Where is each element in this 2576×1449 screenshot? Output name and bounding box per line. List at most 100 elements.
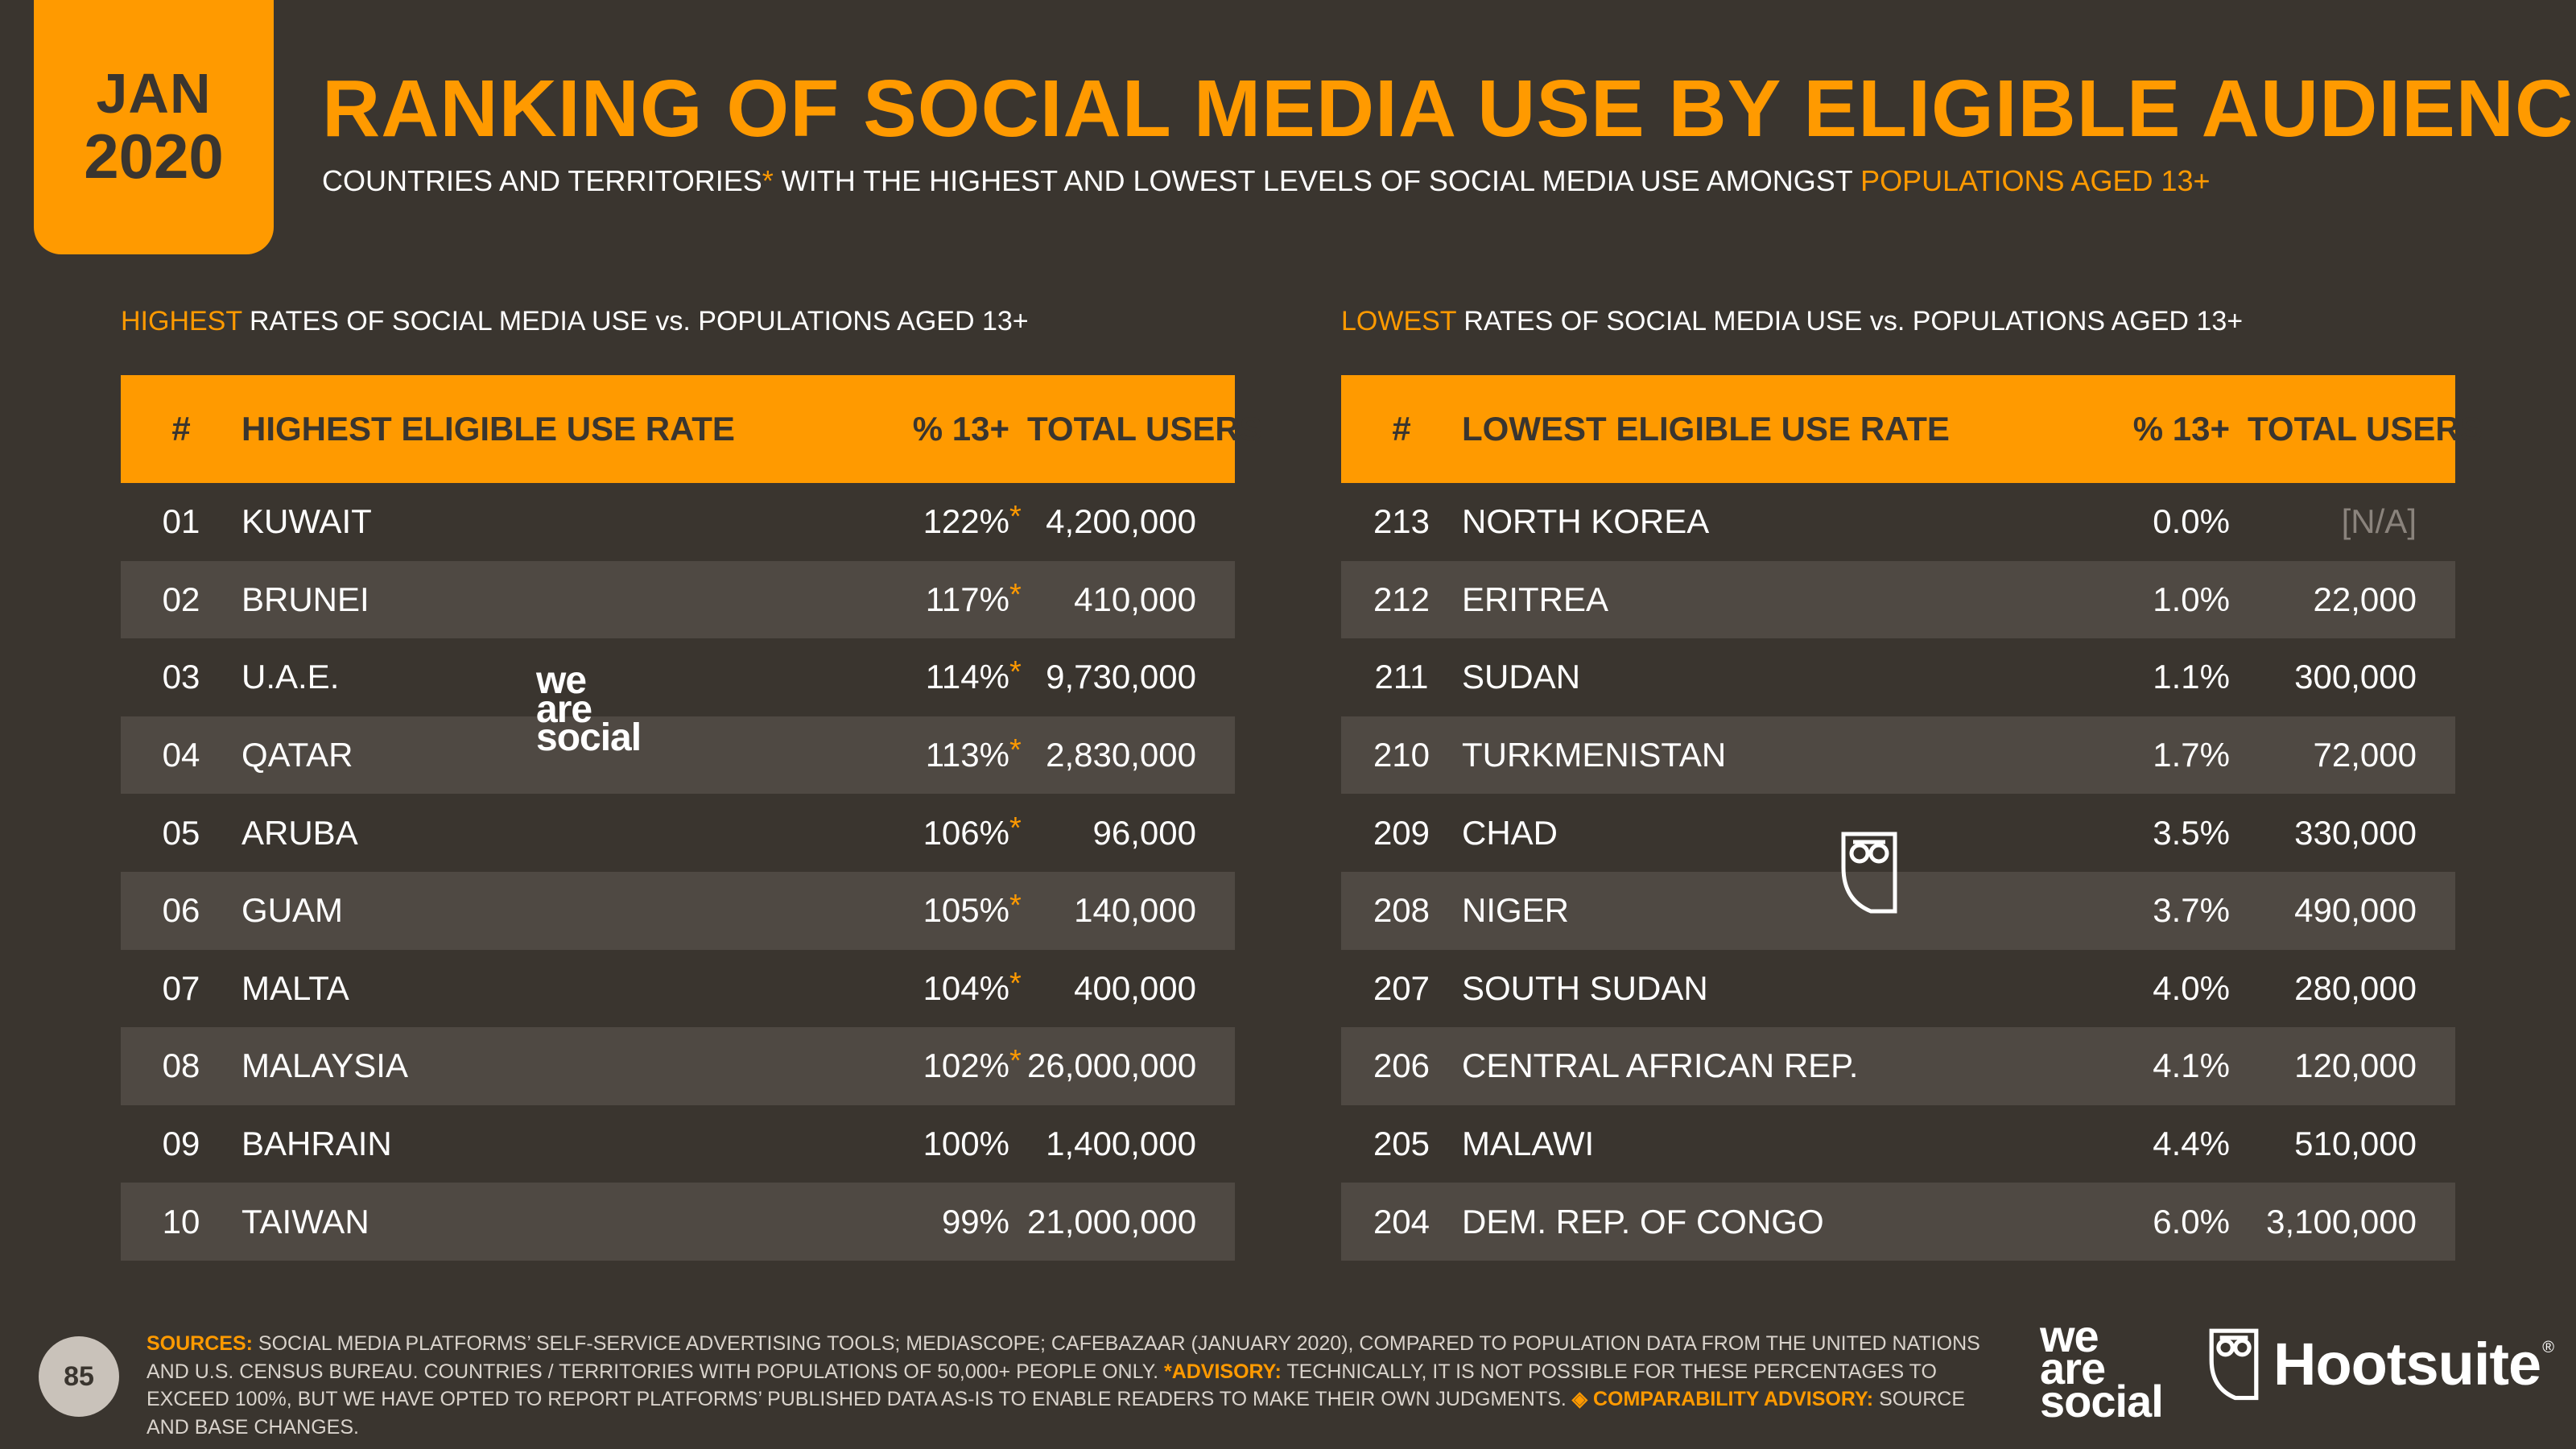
row-total-users: 280,000 [2294, 968, 2417, 1007]
row-country: TAIWAN [242, 1202, 369, 1241]
highest-section-title: HIGHEST RATES OF SOCIAL MEDIA USE vs. PO… [121, 306, 1029, 337]
highest-section-lead: HIGHEST [121, 306, 242, 336]
header-total: TOTAL USERS [2248, 410, 2483, 448]
header-pct: % 13+ [2132, 410, 2230, 448]
table-row: 211 SUDAN 1.1% 300,000 [1341, 638, 2455, 716]
row-total-users: 1,400,000 [1046, 1125, 1196, 1163]
row-rank: 206 [1373, 1046, 1430, 1085]
row-rank: 204 [1373, 1202, 1430, 1241]
row-rank: 04 [162, 736, 200, 774]
row-rank: 209 [1373, 813, 1430, 852]
row-country: GUAM [242, 891, 343, 930]
row-pct: 99% [941, 1202, 1009, 1241]
sources-label: SOURCES: [147, 1332, 253, 1355]
row-total-users: 4,200,000 [1046, 502, 1196, 541]
header-total: TOTAL USERS [1027, 410, 1262, 448]
table-row: 206 CENTRAL AFRICAN REP. 4.1% 120,000 [1341, 1027, 2455, 1105]
row-pct: 114% [925, 658, 1009, 696]
row-rank: 211 [1374, 658, 1429, 696]
row-pct-cell: 114%* [789, 655, 1027, 696]
sources-text: SOCIAL MEDIA PLATFORMS’ SELF-SERVICE ADV… [147, 1332, 1980, 1383]
table-row: 02 BRUNEI 117%* 410,000 [121, 560, 1235, 639]
row-advisory-star: * [1009, 655, 1022, 690]
row-pct-cell: 1.1% [2009, 658, 2248, 696]
row-pct-cell: 4.0% [2009, 969, 2248, 1008]
row-pct-cell: 106%* [789, 811, 1027, 852]
row-total-users: 72,000 [2313, 736, 2417, 774]
table-row: 204 DEM. REP. OF CONGO 6.0% 3,100,000 [1341, 1183, 2455, 1261]
row-pct-cell: 117%* [789, 578, 1027, 619]
row-total-users: 140,000 [1074, 891, 1196, 930]
row-country: MALAWI [1462, 1125, 1595, 1163]
registered-mark: ® [2542, 1338, 2554, 1356]
row-advisory-star: * [1009, 500, 1022, 535]
row-rank: 07 [162, 968, 200, 1007]
table-row: 205 MALAWI 4.4% 510,000 [1341, 1105, 2455, 1183]
table-row: 09 BAHRAIN 100% 1,400,000 [121, 1105, 1235, 1183]
table-row: 01 KUWAIT 122%* 4,200,000 [121, 483, 1235, 561]
page-title: RANKING OF SOCIAL MEDIA USE BY ELIGIBLE … [322, 64, 2576, 154]
row-country: MALAYSIA [242, 1046, 408, 1085]
row-rank: 210 [1373, 736, 1430, 774]
row-pct: 117% [925, 580, 1009, 618]
header-pct: % 13+ [912, 410, 1009, 448]
row-pct-cell: 3.5% [2009, 814, 2248, 852]
row-total-users: 490,000 [2294, 891, 2417, 930]
row-country: ERITREA [1462, 580, 1609, 618]
row-pct-cell: 100% [789, 1125, 1027, 1163]
row-rank: 06 [162, 891, 200, 930]
row-total-users: 21,000,000 [1027, 1202, 1197, 1241]
row-pct: 4.1% [2153, 1046, 2230, 1085]
row-pct-cell: 1.0% [2009, 580, 2248, 619]
row-rank: 205 [1373, 1125, 1430, 1163]
header-name: LOWEST ELIGIBLE USE RATE [1462, 410, 1950, 448]
row-total-users: 2,830,000 [1046, 736, 1196, 774]
lowest-section-lead: LOWEST [1341, 306, 1456, 336]
row-total-users: 96,000 [1092, 813, 1196, 852]
table-row: 212 ERITREA 1.0% 22,000 [1341, 560, 2455, 639]
row-pct: 3.7% [2153, 891, 2230, 930]
row-total-users: [N/A] [2341, 502, 2417, 541]
comparability-label: ◈ COMPARABILITY ADVISORY: [1571, 1388, 1874, 1410]
row-country: CHAD [1462, 813, 1558, 852]
row-advisory-star: * [1009, 889, 1022, 923]
footer-sources: SOURCES: SOCIAL MEDIA PLATFORMS’ SELF-SE… [147, 1330, 1998, 1441]
logo-line: social [2040, 1375, 2164, 1426]
row-rank: 03 [162, 658, 200, 696]
table-row: 04 QATAR 113%* 2,830,000 [121, 716, 1235, 795]
row-pct: 1.1% [2153, 658, 2230, 696]
row-rank: 212 [1373, 580, 1430, 618]
row-pct: 1.0% [2153, 580, 2230, 618]
highest-table-header: # HIGHEST ELIGIBLE USE RATE % 13+ TOTAL … [121, 375, 1262, 483]
hootsuite-logo: Hootsuite ® [2207, 1325, 2554, 1402]
row-rank: 02 [162, 580, 200, 618]
hootsuite-owl-icon [1841, 832, 1897, 914]
row-country: BRUNEI [242, 580, 369, 618]
table-row: 03 U.A.E. 114%* 9,730,000 [121, 638, 1235, 716]
row-pct-cell: 104%* [789, 967, 1027, 1008]
row-total-users: 410,000 [1074, 580, 1196, 618]
highest-section-rest: RATES OF SOCIAL MEDIA USE vs. POPULATION… [242, 306, 1029, 336]
table-row: 213 NORTH KOREA 0.0% [N/A] [1341, 483, 2455, 561]
row-total-users: 510,000 [2294, 1125, 2417, 1163]
row-country: TURKMENISTAN [1462, 736, 1727, 774]
row-pct: 6.0% [2153, 1202, 2230, 1241]
row-pct: 1.7% [2153, 736, 2230, 774]
row-advisory-star: * [1009, 733, 1022, 768]
page-number: 85 [39, 1336, 119, 1417]
we-are-social-logo: we are social [2040, 1313, 2164, 1426]
row-pct: 106% [923, 813, 1009, 852]
table-row: 06 GUAM 105%* 140,000 [121, 871, 1235, 950]
subtitle-part2: WITH THE HIGHEST AND LOWEST LEVELS OF SO… [773, 164, 1861, 197]
row-total-users: 330,000 [2294, 813, 2417, 852]
table-row: 07 MALTA 104%* 400,000 [121, 950, 1235, 1028]
advisory-text: TECHNICALLY, IT IS NOT POSSIBLE FOR THES… [147, 1360, 1937, 1411]
row-rank: 207 [1373, 968, 1430, 1007]
row-pct-cell: 3.7% [2009, 891, 2248, 930]
advisory-label: *ADVISORY: [1163, 1360, 1282, 1383]
row-total-users: 3,100,000 [2266, 1202, 2417, 1241]
table-row: 10 TAIWAN 99% 21,000,000 [121, 1183, 1235, 1261]
lowest-table: # LOWEST ELIGIBLE USE RATE % 13+ TOTAL U… [1341, 375, 2483, 1261]
subtitle-star: * [762, 164, 774, 197]
row-pct: 4.0% [2153, 968, 2230, 1007]
